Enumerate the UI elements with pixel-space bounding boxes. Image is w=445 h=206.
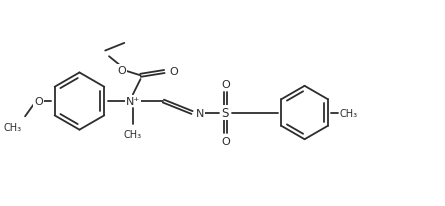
Text: O: O [117, 65, 126, 75]
Text: S: S [222, 107, 229, 119]
Text: N: N [196, 108, 204, 118]
Text: O: O [221, 137, 230, 147]
Text: CH₃: CH₃ [3, 122, 21, 132]
Text: O: O [34, 97, 43, 107]
Text: N⁺: N⁺ [126, 97, 140, 107]
Text: CH₃: CH₃ [340, 108, 358, 118]
Text: O: O [169, 67, 178, 77]
Text: O: O [221, 79, 230, 89]
Text: CH₃: CH₃ [124, 129, 142, 139]
